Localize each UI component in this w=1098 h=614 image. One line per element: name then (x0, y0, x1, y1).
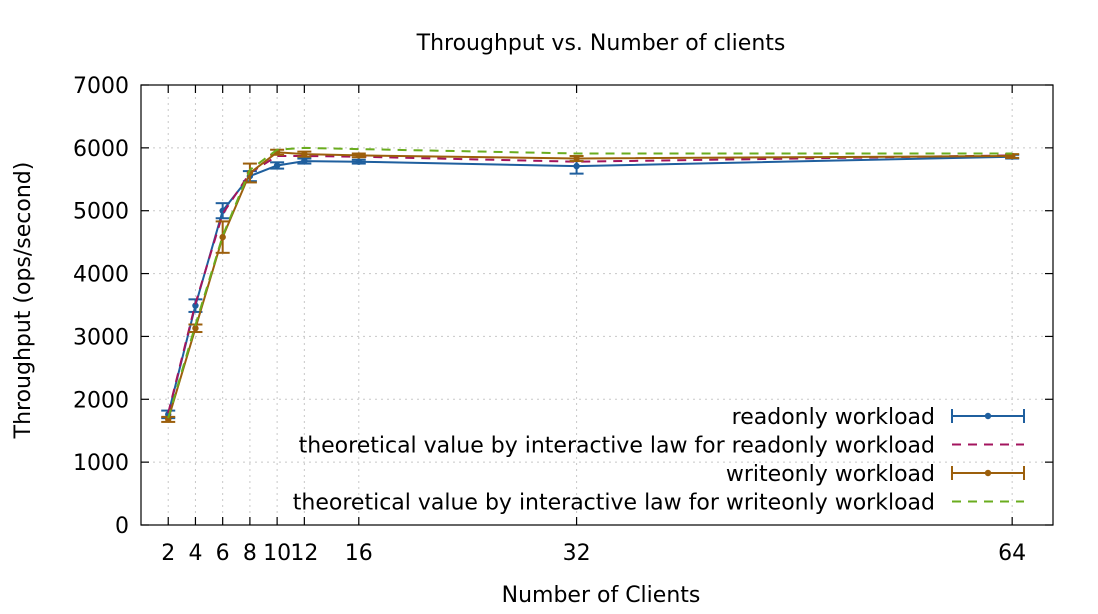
legend-label: readonly workload (732, 405, 935, 430)
series-1 (167, 154, 1013, 414)
series-line (167, 151, 1013, 420)
axis-ticks: 0 1000 2000 3000 4000 5000 6000 7000 2 4 6 8 10 12 16 3… (73, 74, 1053, 566)
data-point (192, 302, 199, 309)
legend-item-2: writeonly workload (726, 462, 1025, 487)
x-tick-label: 64 (998, 541, 1026, 566)
legend-key-point (984, 469, 992, 477)
series-line (167, 154, 1013, 414)
legend-item-0: readonly workload (732, 405, 1025, 430)
y-tick-label: 1000 (73, 451, 129, 476)
series-0 (161, 153, 1020, 420)
x-tick-label: 2 (161, 541, 175, 566)
legend-key-point (984, 412, 992, 420)
x-tick-label: 6 (216, 541, 230, 566)
data-point (219, 233, 226, 241)
x-tick-label: 4 (188, 541, 202, 566)
x-axis-label: Number of Clients (502, 583, 701, 608)
series-line (167, 155, 1013, 415)
series-2 (161, 148, 1020, 423)
y-axis-label: Throughput (ops/second) (11, 162, 36, 440)
legend-item-3: theoretical value by interactive law for… (293, 491, 1024, 516)
series-3 (167, 146, 1013, 419)
y-tick-label: 5000 (73, 200, 129, 225)
x-tick-label: 10 (263, 541, 291, 566)
data-point (165, 416, 172, 423)
y-tick-label: 0 (115, 514, 129, 539)
series-line (167, 146, 1013, 419)
data-point (355, 158, 362, 165)
x-tick-label: 16 (345, 541, 373, 566)
chart-title: Throughput vs. Number of clients (416, 31, 786, 56)
x-tick-label: 32 (563, 541, 591, 566)
legend-item-1: theoretical value by interactive law for… (299, 434, 1024, 459)
data-point (273, 162, 281, 169)
legend: readonly workload theoretical value by in… (293, 405, 1025, 516)
legend-label: theoretical value by interactive law for… (299, 434, 935, 459)
plot-frame (140, 84, 1054, 526)
y-tick-label: 2000 (73, 388, 129, 413)
series-layer (161, 146, 1020, 423)
legend-label: theoretical value by interactive law for… (293, 491, 935, 516)
legend-label: writeonly workload (726, 462, 935, 487)
data-point (573, 155, 580, 162)
data-point (192, 325, 199, 332)
data-point (573, 162, 580, 170)
y-tick-label: 4000 (73, 263, 129, 288)
y-tick-label: 3000 (73, 325, 129, 350)
data-point (355, 152, 362, 159)
grid (141, 85, 1053, 525)
x-tick-label: 8 (243, 541, 257, 566)
x-tick-label: 12 (290, 541, 318, 566)
data-point (301, 150, 308, 158)
y-tick-label: 6000 (73, 137, 129, 162)
y-tick-label: 7000 (73, 74, 129, 99)
data-point (301, 157, 308, 165)
